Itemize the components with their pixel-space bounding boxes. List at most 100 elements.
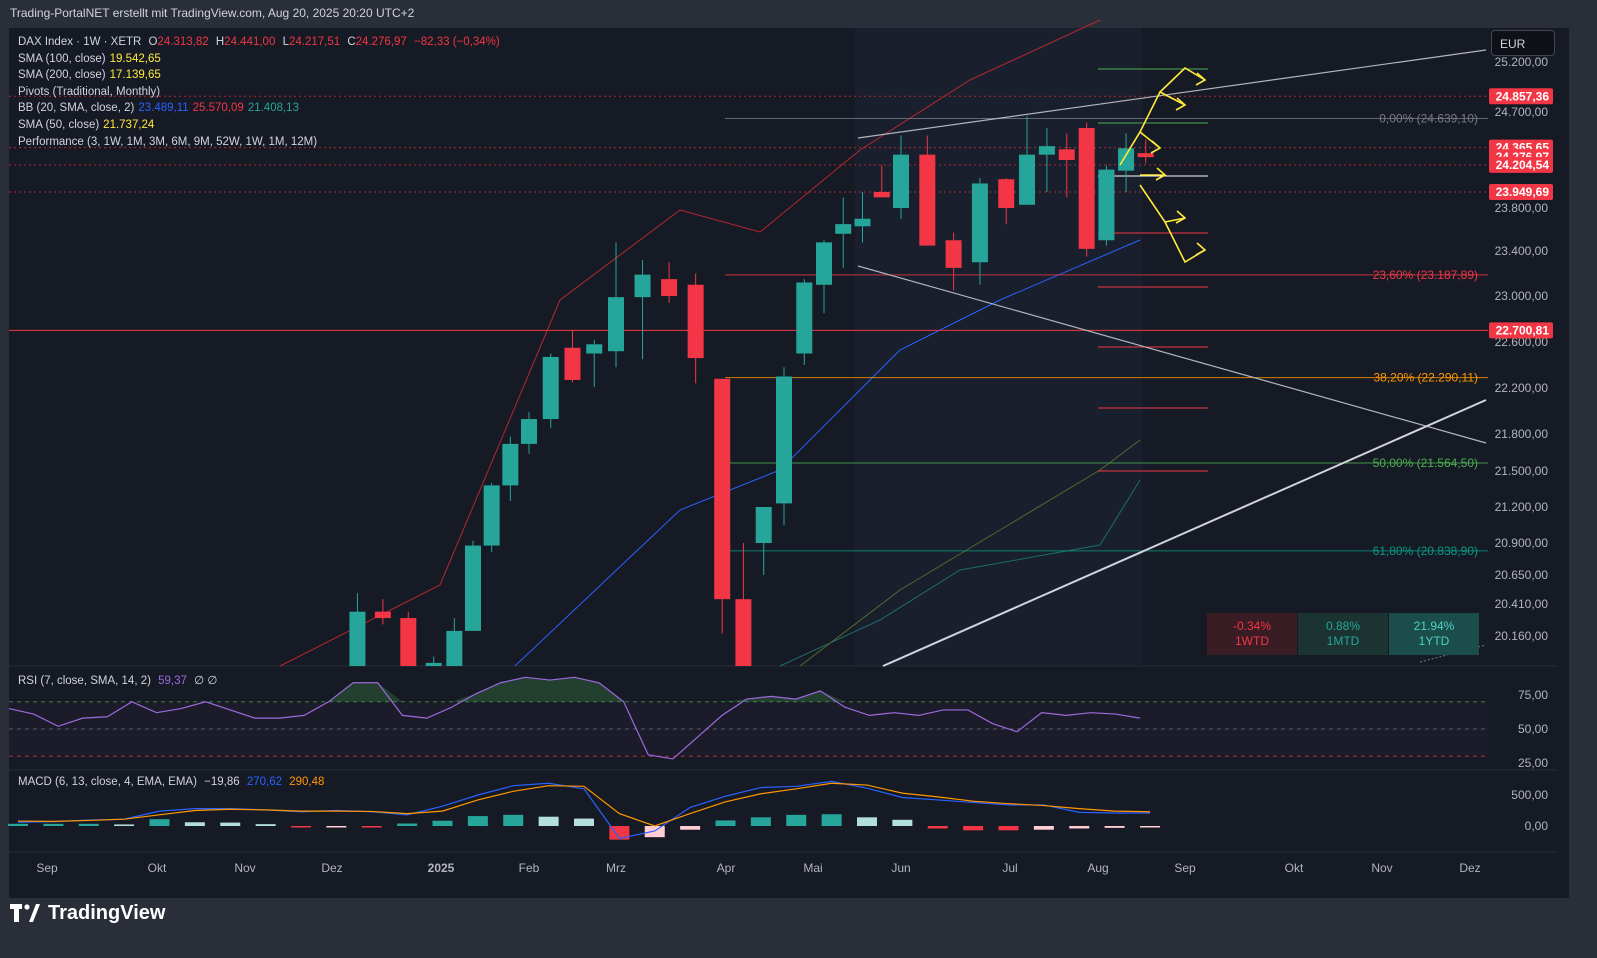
- rsi-legend-extra: ∅ ∅: [194, 675, 218, 687]
- macd-legend-signal: 290,48: [289, 776, 325, 788]
- price-tick-label: 22.200,00: [1495, 381, 1549, 395]
- macd-histogram-bar: [1140, 826, 1160, 828]
- time-tick-label: Dez: [321, 861, 342, 875]
- macd-histogram-bar: [1104, 826, 1125, 828]
- macd-histogram-bar: [927, 826, 948, 829]
- rsi-tick-label: 50,00: [1518, 722, 1548, 736]
- macd-histogram-bar: [78, 823, 99, 826]
- price-tick-label: 24.700,00: [1495, 105, 1549, 119]
- legend-sma100-row: SMA (100, close) 19.542,65: [18, 51, 500, 68]
- legend-low: 24.217,51: [288, 36, 341, 48]
- time-tick-label: Okt: [148, 861, 167, 875]
- candle-body: [998, 179, 1015, 208]
- legend-change: −82,33 (−0,34%): [414, 36, 500, 48]
- candle-body: [835, 224, 852, 234]
- price-badge: [1489, 184, 1553, 201]
- candle-body: [893, 154, 909, 208]
- bb-upper-line: [279, 19, 1101, 667]
- tradingview-logo[interactable]: TradingView: [10, 900, 165, 926]
- perf-1wtd-value: -0.34%: [1232, 619, 1272, 633]
- time-tick-label: Sep: [36, 861, 58, 875]
- price-tick-label: 20.650,00: [1495, 568, 1549, 582]
- candle-body: [1019, 154, 1036, 205]
- macd-histogram-bar: [998, 826, 1019, 831]
- candle-body: [873, 192, 890, 198]
- candle-body: [945, 240, 962, 268]
- macd-histogram-bar: [220, 822, 241, 826]
- price-badge-label: 23.949,69: [1496, 185, 1550, 199]
- scenario-arrowhead: [1155, 167, 1167, 181]
- time-tick-label: Sep: [1174, 861, 1196, 875]
- price-tick-label: 22.600,00: [1495, 335, 1549, 349]
- tradingview-logo-icon: [10, 904, 40, 922]
- perf-1wtd-label: 1WTD: [1235, 634, 1269, 648]
- legend-close-label: C: [347, 36, 356, 48]
- fib-label-1: 23,60% (23.187,89): [1373, 268, 1478, 282]
- price-tick-label: 21.800,00: [1495, 427, 1549, 441]
- price-badge-label: 22.700,81: [1496, 323, 1550, 337]
- sma50-line: [799, 439, 1141, 667]
- scenario-arrowhead: [1175, 210, 1187, 224]
- legend-sma200-label: SMA (200, close): [18, 69, 106, 82]
- price-badge: [1489, 322, 1553, 339]
- time-tick-label: Apr: [717, 861, 736, 875]
- candle-body: [374, 611, 391, 619]
- time-tick-label: Mai: [803, 861, 822, 875]
- macd-histogram-bar: [609, 826, 630, 840]
- time-tick-label: Feb: [519, 861, 540, 875]
- time-tick-label: Nov: [234, 861, 255, 875]
- macd-histogram-bar: [892, 819, 913, 826]
- macd-histogram-bar: [255, 824, 276, 826]
- candle-body: [854, 218, 871, 227]
- perf-1mtd-label: 1MTD: [1326, 634, 1360, 648]
- scenario-arrow: [1164, 221, 1206, 264]
- price-tick-label: 20.160,00: [1495, 629, 1549, 643]
- candle-body: [521, 419, 537, 444]
- candle-body: [687, 284, 704, 359]
- time-tick-label: Nov: [1371, 861, 1392, 875]
- candle-body: [735, 599, 752, 666]
- macd-histogram-bar: [538, 816, 559, 826]
- legend-sma200-row: SMA (200, close) 17.139,65: [18, 67, 500, 84]
- price-tick-label: 25.200,00: [1495, 55, 1549, 69]
- candle-body: [425, 662, 442, 666]
- candle-body: [1078, 128, 1095, 249]
- legend-sma50-label: SMA (50, close): [18, 118, 100, 131]
- legend-symbol-row: DAX Index · 1W · XETR O24.313,82 H24.441…: [18, 34, 500, 51]
- candle-body: [465, 545, 481, 631]
- legend-bb-lower: 21.408,13: [247, 102, 299, 115]
- macd-histogram-bar: [361, 826, 382, 828]
- macd-histogram-bar: [326, 826, 347, 828]
- price-tick-label: 20.410,00: [1495, 597, 1549, 611]
- candle-body: [1098, 169, 1115, 241]
- perf-box-1mtd: 0.88% 1MTD: [1298, 613, 1388, 655]
- legend-sma100-value: 19.542,65: [109, 52, 161, 65]
- legend-pivots-row: Pivots (Traditional, Monthly): [18, 84, 500, 101]
- price-badge-label: 24.857,36: [1496, 89, 1550, 103]
- legend-sma100-label: SMA (100, close): [18, 52, 106, 65]
- rsi-legend: RSI (7, close, SMA, 14, 2) 59,37 ∅ ∅: [18, 673, 217, 687]
- perf-1ytd-value: 21.94%: [1413, 619, 1455, 633]
- candle-body: [634, 274, 651, 298]
- macd-histogram-bar: [43, 823, 64, 826]
- macd-histogram-bar: [149, 819, 170, 826]
- legend-bb-upper: 25.570,09: [192, 102, 244, 115]
- bb-basis-line: [514, 239, 1141, 667]
- perf-1mtd-value: 0.88%: [1325, 619, 1361, 633]
- rsi-tick-label: 25,00: [1518, 756, 1548, 770]
- macd-histogram-bar: [644, 826, 665, 838]
- time-tick-label: Okt: [1285, 861, 1304, 875]
- currency-button[interactable]: EUR: [1491, 30, 1555, 56]
- legend-bb-basis: 23.489,11: [138, 102, 189, 115]
- candle-body: [1058, 149, 1075, 160]
- legend-bb-row: BB (20, SMA, close, 2) 23.489,11 25.570,09…: [18, 100, 500, 117]
- macd-tick-label: 0,00: [1525, 819, 1549, 833]
- candle-body: [400, 618, 417, 666]
- macd-histogram-bar: [963, 826, 984, 831]
- time-tick-label: Mrz: [606, 861, 626, 875]
- rsi-legend-value: 59,37: [158, 675, 187, 687]
- macd-line: [17, 780, 1150, 840]
- candle-body: [586, 344, 603, 354]
- macd-histogram-bar: [467, 816, 488, 826]
